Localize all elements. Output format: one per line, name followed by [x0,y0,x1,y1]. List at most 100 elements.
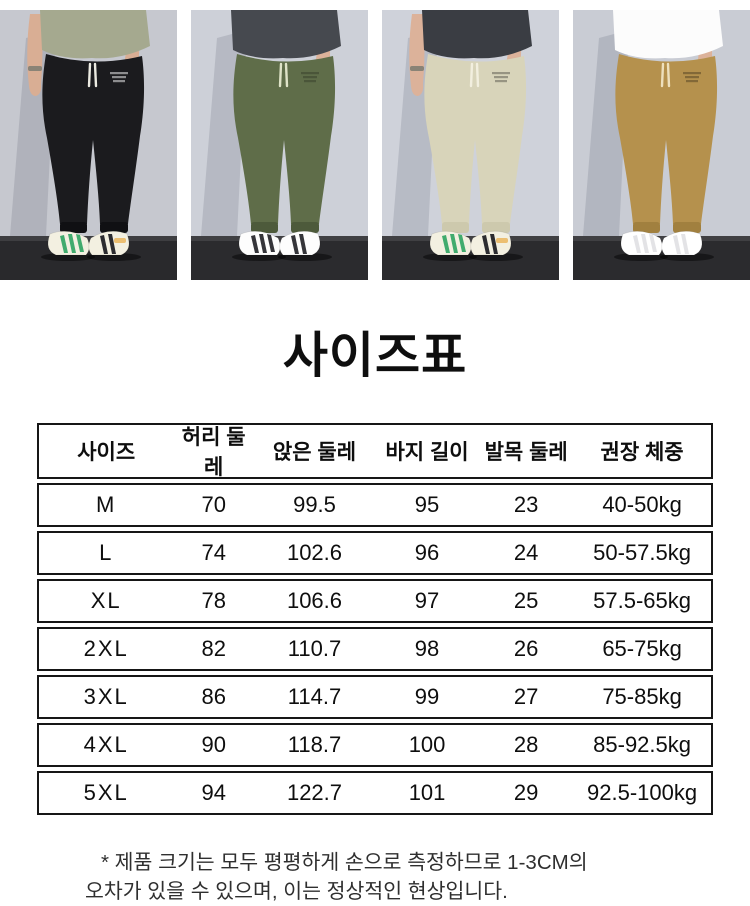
table-cell: 96 [414,540,440,565]
right-ankle-cuff [482,222,510,233]
column-header: 앉은 둘레 [272,441,357,464]
table-row: 3XL 86 114.7 99 27 75-85kg [37,675,713,719]
floor-highlight [191,236,368,241]
table-cell: 86 [201,684,226,709]
table-cell: 4XL [83,732,129,757]
model-pants [424,54,527,224]
table-cell: 99 [414,684,440,709]
table-cell: 100 [408,732,446,757]
table-cell: 3XL [83,684,129,709]
table-cell: 57.5-65kg [593,588,691,613]
shoe-stripes [291,234,307,254]
pants-logo-print [301,72,319,83]
table-row: M 70 99.5 95 23 40-50kg [37,483,713,527]
right-shoe [470,230,512,256]
shoe-strap [114,238,126,243]
table-cell: 90 [201,732,226,757]
shoe-stripes [442,234,466,253]
model-pants [42,54,145,224]
product-photo-illustration [191,10,368,280]
table-cell: 101 [408,780,446,805]
table-cell: 94 [201,780,226,805]
shoe-strap [687,238,699,243]
right-ankle-cuff [291,222,319,233]
product-photo-illustration [573,10,750,280]
table-cell: 99.5 [293,492,336,517]
size-table-header-row: 사이즈 허리 둘레 앉은 둘레 바지 길이 발목 둘레 권장 체중 [37,423,713,479]
table-cell: 114.7 [287,684,342,709]
table-cell: 29 [513,780,539,805]
table-cell: 28 [513,732,539,757]
table-cell: 118.7 [287,732,342,757]
shoe-stripes [251,234,275,253]
left-shoe [620,230,663,256]
shoe-stripes [673,234,689,254]
bracelet-icon [28,66,42,71]
model-left-arm [409,14,425,96]
shoe-stripes [482,234,498,254]
table-cell: 98 [414,636,440,661]
right-shoe [661,230,703,256]
pants-logo-print [110,72,128,83]
size-table-body: M 70 99.5 95 23 40-50kg L 74 102.6 96 24 50-57.5kg X… [37,483,713,815]
product-photo-illustration [0,10,177,280]
product-photo-olive-joggers [191,10,368,280]
table-row: L 74 102.6 96 24 50-57.5kg [37,531,713,575]
table-cell: 78 [201,588,226,613]
table-cell: 110.7 [287,636,342,661]
model-left-arm [27,14,43,96]
left-shoe [238,230,281,256]
table-cell: 23 [513,492,539,517]
table-cell: XL [90,588,122,613]
table-cell: 74 [201,540,226,565]
table-cell: 27 [513,684,539,709]
shoe-strap [496,238,508,243]
product-photo-khaki-joggers [573,10,750,280]
table-cell: 97 [414,588,440,613]
table-cell: 5XL [83,780,129,805]
pants-drawstring [660,62,671,88]
right-shoe [279,230,321,256]
size-chart-table: 사이즈 허리 둘레 앉은 둘레 바지 길이 발목 둘레 권장 체중 M 70 99.5 95 23… [37,423,713,815]
table-cell: 24 [513,540,539,565]
shoe-stripes [633,234,657,253]
model-pants [233,54,336,224]
table-cell: 82 [201,636,226,661]
column-header: 허리 둘레 [181,426,246,479]
table-cell: 50-57.5kg [593,540,691,565]
shoe-strap [305,238,317,243]
table-cell: 40-50kg [602,492,682,517]
table-cell: 85-92.5kg [593,732,691,757]
column-header: 바지 길이 [385,441,469,464]
model-shirt [40,10,150,59]
product-photo-strip [0,0,750,280]
left-ankle-cuff [442,222,469,233]
pants-drawstring [87,62,98,88]
table-cell: 75-85kg [602,684,682,709]
right-ankle-cuff [100,222,128,233]
model-pants [615,54,718,224]
table-row: XL 78 106.6 97 25 57.5-65kg [37,579,713,623]
table-row: 2XL 82 110.7 98 26 65-75kg [37,627,713,671]
product-photo-black-joggers [0,10,177,280]
note-line-1: * 제품 크기는 모두 평평하게 손으로 측정하므로 1-3CM의 [101,851,588,874]
model-shirt [613,10,723,59]
left-forearm [409,14,425,96]
shoe-stripes [100,234,116,254]
column-header: 발목 둘레 [484,441,568,464]
column-header: 권장 체중 [600,441,684,464]
table-cell: 70 [201,492,226,517]
left-ankle-cuff [251,222,278,233]
table-cell: 122.7 [286,780,343,805]
right-shoe [88,230,130,256]
size-chart-title: 사이즈표 [282,329,468,383]
table-cell: M [96,492,117,517]
table-cell: 65-75kg [602,636,682,661]
bracelet-icon [410,66,424,71]
floor-highlight [382,236,559,241]
pants-drawstring [469,62,480,88]
table-cell: 25 [513,588,539,613]
table-cell: 26 [513,636,539,661]
pants-logo-print [492,72,510,83]
floor-highlight [573,236,750,241]
